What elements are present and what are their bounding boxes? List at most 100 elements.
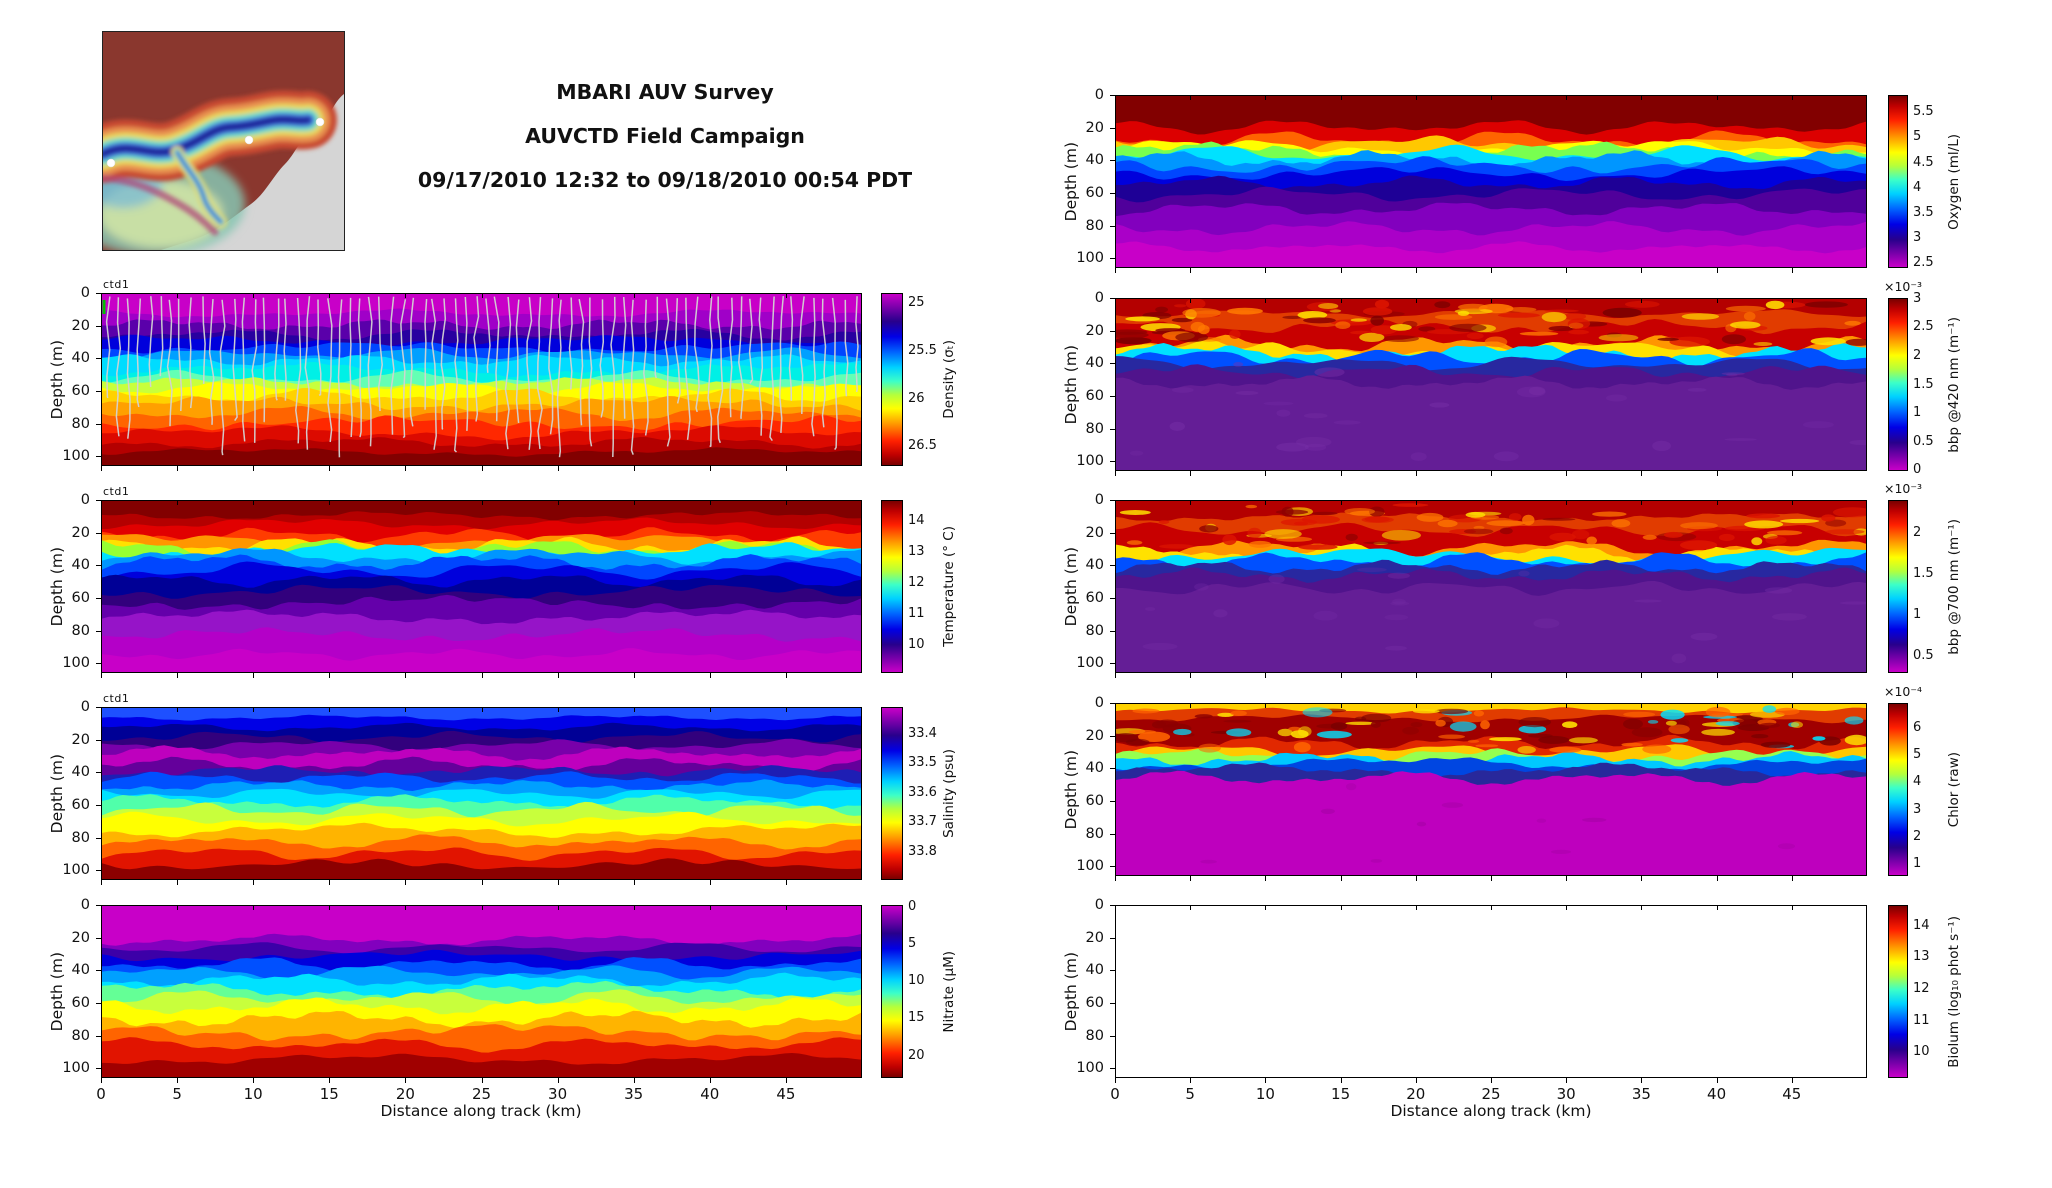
density-x-tick: [633, 466, 635, 471]
oxygen-y-tick: [1110, 225, 1115, 227]
salinity-x-tick: [253, 880, 255, 885]
density-x-tick-top: [785, 294, 787, 298]
biolum-x-tick-label: 15: [1331, 1085, 1351, 1103]
biolum-x-tick-top: [1340, 906, 1342, 910]
biolum-x-tick-label: 5: [1185, 1085, 1195, 1103]
chlor-y-tick-label: 20: [1085, 727, 1104, 744]
bbp700-colorbar-scale: ×10⁻³: [1884, 481, 1922, 496]
salinity-colorbar-tick: 33.4: [908, 725, 937, 741]
nitrate-colorbar-tick: 10: [908, 973, 925, 989]
bbp700-x-tick-top: [1415, 501, 1417, 505]
salinity-colorbar-tick: 33.5: [908, 755, 937, 771]
nitrate-x-tick-top: [633, 906, 635, 910]
nitrate-x-tick: [329, 1078, 331, 1083]
oxygen-colorbar-tick: 3: [1913, 229, 1922, 245]
temperature-x-tick: [177, 673, 179, 678]
nitrate-x-tick-top: [329, 906, 331, 910]
biolum-colorbar-label: Biolum (log₁₀ phot s⁻¹): [1944, 905, 1964, 1078]
nitrate-colorbar-tick: 0: [908, 898, 917, 914]
oxygen-x-tick: [1415, 268, 1417, 273]
salinity-y-tick-label: 60: [71, 796, 90, 813]
chlor-colorbar-tick: 3: [1913, 801, 1922, 817]
bbp700-y-tick: [1110, 663, 1115, 665]
temperature-x-tick: [329, 673, 331, 678]
biolum-x-tick-top: [1566, 906, 1568, 910]
oxygen-y-tick-label: 100: [1076, 250, 1104, 267]
oxygen-x-tick: [1491, 268, 1492, 273]
chlor-y-tick-label: 60: [1085, 792, 1104, 809]
temperature-y-tick: [96, 532, 101, 534]
temperature-x-tick: [557, 673, 559, 678]
bbp420-x-tick: [1641, 471, 1643, 476]
nitrate-y-tick-label: 100: [62, 1060, 90, 1077]
oxygen-colorbar: [1888, 95, 1908, 268]
bbp420-y-tick: [1110, 363, 1115, 365]
depth-axis-label-text: Depth (m): [1062, 546, 1080, 627]
panel-bbp700: [1115, 500, 1867, 673]
chlor-x-tick: [1340, 876, 1342, 881]
biolum-x-tick: [1265, 1078, 1267, 1083]
bbp700-x-tick: [1641, 673, 1643, 678]
chlor-colorbar-label: Chlor (raw): [1944, 703, 1964, 876]
temperature-y-tick-label: 80: [71, 622, 90, 639]
temperature-x-tick-top: [177, 501, 179, 505]
temperature-x-tick: [633, 673, 635, 678]
bbp420-x-tick: [1415, 471, 1417, 476]
nitrate-x-tick: [405, 1078, 407, 1083]
chlor-colorbar-tick: 5: [1913, 747, 1922, 763]
salinity-y-tick: [96, 804, 101, 806]
bbp700-y-tick: [1110, 565, 1115, 567]
salinity-x-tick: [785, 880, 787, 885]
bbp700-x-tick: [1190, 673, 1192, 678]
oxygen-x-tick: [1716, 268, 1718, 273]
chlor-x-tick-top: [1791, 704, 1793, 708]
oxygen-x-tick-top: [1265, 96, 1267, 100]
salinity-x-tick: [557, 880, 559, 885]
salinity-annotation: ctd1: [103, 692, 130, 705]
bbp700-depth-axis-label: Depth (m): [1061, 500, 1081, 673]
bbp700-y-tick: [1110, 500, 1115, 501]
oxygen-x-tick-top: [1491, 96, 1492, 100]
oxygen-depth-axis-label: Depth (m): [1061, 95, 1081, 268]
panel-temperature: [101, 500, 862, 673]
temperature-section-plot: [102, 501, 861, 672]
title-line-survey: MBARI AUV Survey: [556, 80, 774, 104]
oxygen-colorbar-label: Oxygen (ml/L): [1944, 95, 1964, 268]
chlor-x-tick: [1641, 876, 1643, 881]
bbp700-x-tick: [1415, 673, 1417, 678]
x-axis-label-right: Distance along track (km): [1390, 1102, 1592, 1120]
temperature-y-tick: [96, 597, 101, 599]
chlor-y-tick: [1110, 735, 1115, 737]
density-y-tick: [96, 390, 101, 392]
nitrate-y-tick-label: 20: [71, 929, 90, 946]
temperature-x-tick: [253, 673, 255, 678]
nitrate-depth-axis-label: Depth (m): [47, 905, 67, 1078]
bbp420-y-tick: [1110, 395, 1115, 397]
density-x-tick: [481, 466, 483, 471]
density-y-tick: [96, 423, 101, 425]
temperature-x-tick-top: [405, 501, 407, 505]
salinity-y-tick: [96, 739, 101, 741]
density-x-tick: [709, 466, 711, 471]
temperature-y-tick-label: 60: [71, 589, 90, 606]
salinity-x-tick-top: [329, 708, 331, 712]
bbp700-y-tick-label: 20: [1085, 524, 1104, 541]
temperature-y-tick: [96, 500, 101, 501]
temperature-x-tick-top: [557, 501, 559, 505]
bbp420-colorbar-scale: ×10⁻³: [1884, 279, 1922, 294]
density-y-tick: [96, 293, 101, 294]
bbp420-x-tick-top: [1716, 299, 1718, 303]
oxygen-x-tick-top: [1190, 96, 1192, 100]
nitrate-x-tick-top: [709, 906, 711, 910]
nitrate-x-tick-label: 45: [776, 1085, 796, 1103]
bbp420-colorbar-label-text: bbp @420 nm (m⁻¹): [1946, 316, 1962, 453]
density-colorbar-tick: 26: [908, 390, 925, 406]
oxygen-x-tick: [1566, 268, 1568, 273]
nitrate-x-tick: [557, 1078, 559, 1083]
chlor-x-tick-top: [1566, 704, 1568, 708]
bbp700-y-tick-label: 80: [1085, 622, 1104, 639]
chlor-y-tick: [1110, 866, 1115, 868]
oxygen-y-tick-label: 20: [1085, 119, 1104, 136]
density-x-tick-top: [709, 294, 711, 298]
temperature-depth-axis-label: Depth (m): [47, 500, 67, 673]
